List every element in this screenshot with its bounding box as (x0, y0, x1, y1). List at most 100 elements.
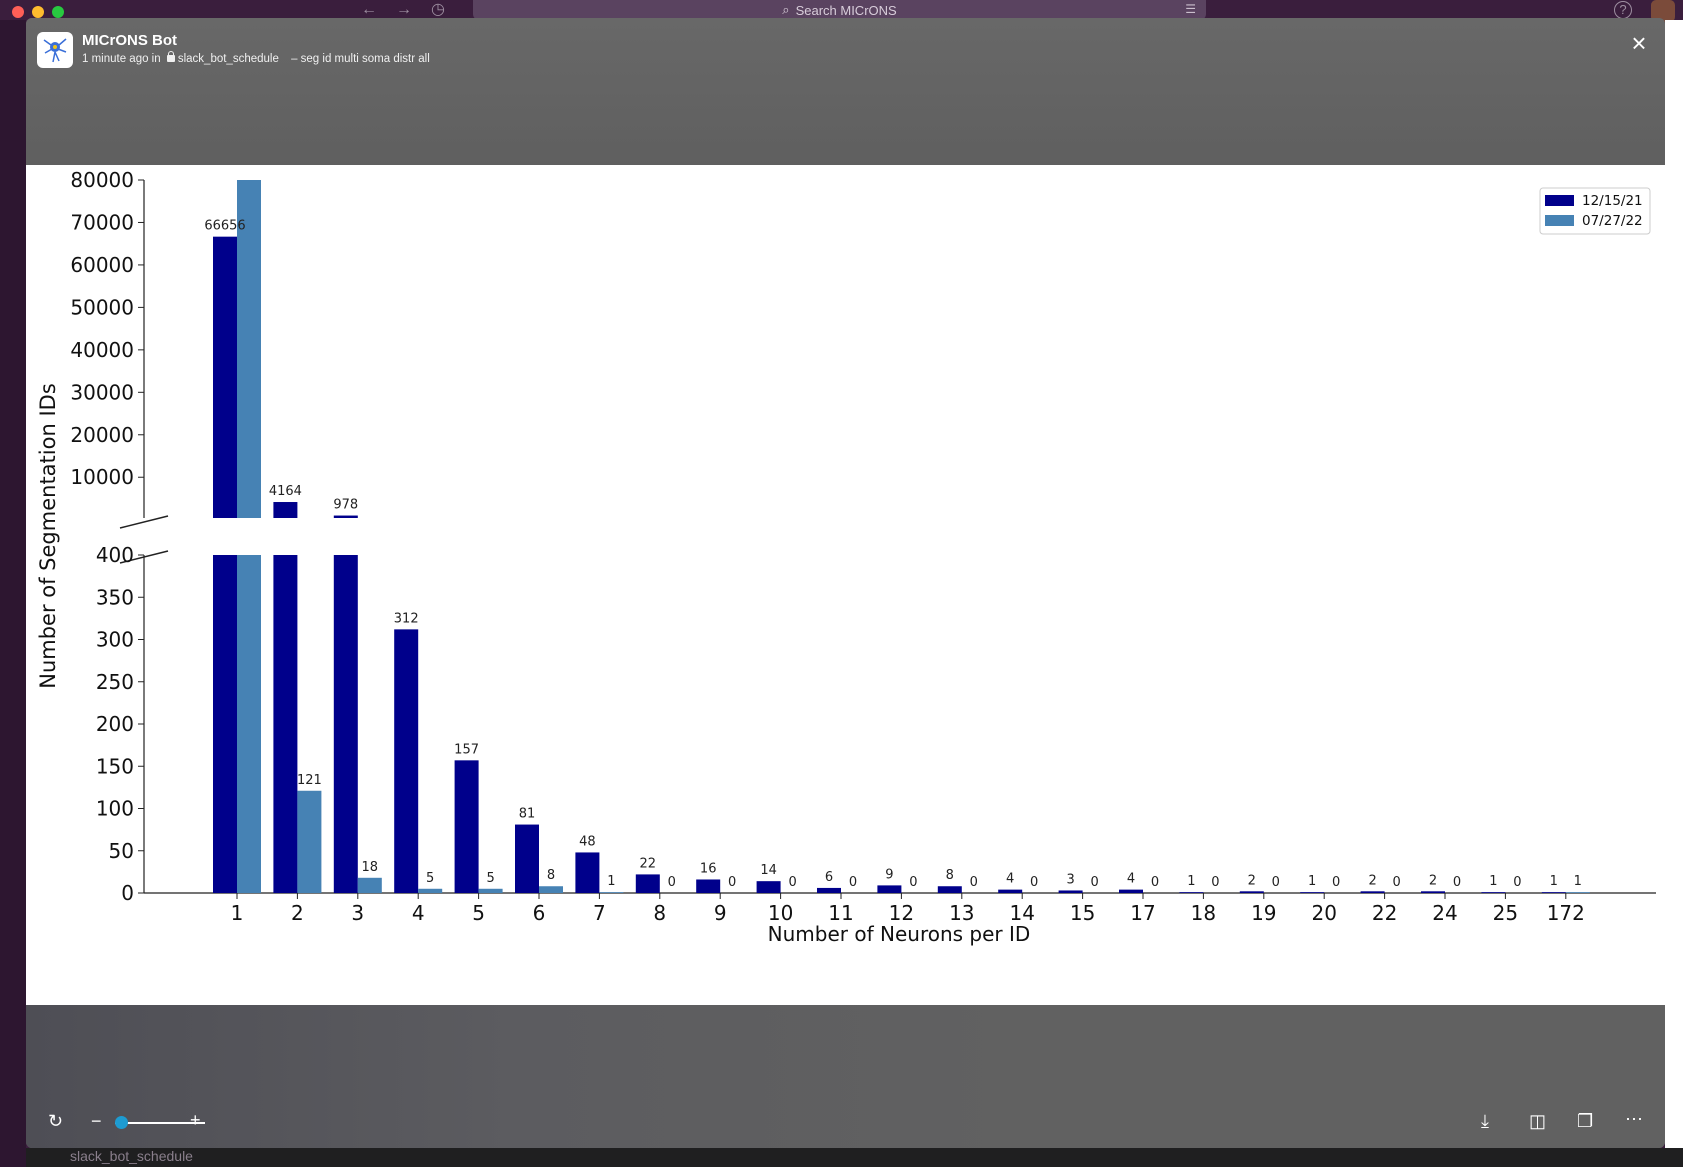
bar-value-label: 4 (1006, 872, 1014, 887)
bar-value-label: 8 (547, 868, 555, 883)
background-channel-label: slack_bot_schedule (70, 1148, 193, 1164)
bar-2-lower (357, 877, 382, 893)
x-axis-label: Number of Neurons per ID (768, 922, 1031, 946)
chart-image: 10000 20000 30000 40000 50000 60000 70000 80000… (26, 165, 1665, 1005)
x-tick-label: 19 (1251, 901, 1276, 925)
bar-value-label: 1 (1550, 874, 1558, 889)
bot-name[interactable]: MICrONS Bot (82, 32, 177, 49)
legend-swatch-2 (1545, 215, 1574, 226)
y-tick-label-lower: 150 (96, 754, 134, 778)
download-icon[interactable]: ⤓ (1481, 1111, 1489, 1131)
close-button[interactable]: × (1631, 28, 1647, 58)
back-arrow-icon[interactable]: ← (361, 1, 377, 18)
bar-2-lower (1565, 892, 1590, 893)
bar-value-label: 5 (426, 871, 434, 886)
window-close-button[interactable] (12, 6, 24, 18)
sidebar-toggle-icon[interactable]: ◫ (1529, 1111, 1547, 1131)
x-tick-label: 9 (714, 901, 727, 925)
axis-break-mark-upper (119, 515, 169, 529)
bar-value-label: 0 (1090, 875, 1098, 890)
bar-1-lower (1421, 891, 1445, 893)
window-maximize-button[interactable] (52, 6, 64, 18)
bar-1-lower (817, 887, 841, 893)
bar-value-label: 14 (760, 863, 777, 878)
bar-1-lower (756, 881, 781, 893)
bar-value-label: 0 (970, 875, 978, 890)
bar-1-lower (575, 852, 600, 893)
bar-1-lower (877, 885, 902, 893)
bar-value-label: 0 (788, 875, 796, 890)
y-tick-label-lower: 200 (96, 712, 134, 736)
y-tick-label-upper: 40000 (70, 338, 134, 362)
bar-1-lower (1541, 892, 1566, 893)
image-preview-modal: MICrONS Bot 1 minute ago in slack_bot_sc… (26, 18, 1665, 1148)
bar-1-lower (273, 555, 298, 893)
x-tick-label: 15 (1070, 901, 1095, 925)
y-tick-label-upper: 80000 (70, 168, 134, 192)
x-tick-label: 5 (472, 901, 485, 925)
message-meta: 1 minute ago in slack_bot_schedule – seg… (82, 51, 433, 65)
bar-1-upper (213, 236, 237, 518)
bar-value-label: 0 (849, 875, 857, 890)
bar-1-lower (937, 886, 962, 893)
x-tick-label: 11 (828, 901, 853, 925)
x-tick-label: 3 (351, 901, 364, 925)
bar-value-label: 2 (1429, 873, 1437, 888)
file-title: – seg id multi soma distr all (291, 53, 430, 65)
zoom-slider-knob[interactable] (115, 1116, 128, 1129)
bar-value-label: 8 (946, 868, 954, 883)
history-clock-icon[interactable]: ◷ (431, 1, 445, 18)
bar-value-label: 22 (640, 856, 657, 871)
bar-1-lower (1239, 891, 1264, 893)
x-tick-label: 6 (533, 901, 546, 925)
channel-link[interactable]: slack_bot_schedule (177, 53, 279, 65)
x-tick-label: 8 (653, 901, 666, 925)
open-in-new-window-icon[interactable]: ❐ (1577, 1111, 1594, 1131)
bar-1-lower (454, 760, 479, 893)
x-tick-label: 172 (1547, 901, 1585, 925)
bar-1-lower (635, 874, 660, 893)
x-tick-label: 24 (1432, 901, 1457, 925)
search-bar[interactable]: ⌕ Search MICrONS ☰ (473, 0, 1206, 20)
bar-1-upper (273, 502, 298, 518)
bar-value-label: 1 (1187, 874, 1195, 889)
x-tick-label: 4 (412, 901, 425, 925)
bot-avatar[interactable] (37, 32, 73, 68)
bar-value-label: 1 (1574, 874, 1582, 889)
y-tick-label-lower: 350 (96, 585, 134, 609)
x-tick-label: 22 (1372, 901, 1397, 925)
bar-2-lower (237, 555, 261, 893)
workspace-sidebar (0, 20, 26, 1167)
bar-value-label: 1 (1308, 874, 1316, 889)
user-avatar[interactable] (1651, 0, 1675, 22)
bar-value-label: 0 (1272, 875, 1280, 890)
bar-value-label: 6 (825, 870, 833, 885)
bar-1-lower (1119, 889, 1143, 893)
legend: 12/15/21 07/27/22 (1539, 187, 1651, 235)
bar-1-lower (696, 879, 721, 893)
bar-value-label: 3 (1066, 872, 1074, 887)
help-icon[interactable]: ? (1614, 1, 1632, 19)
bar-value-label: 0 (668, 875, 676, 890)
more-options-icon[interactable]: ⋯ (1625, 1109, 1643, 1129)
bar-value-label: 0 (1332, 875, 1340, 890)
bar-value-label: 1 (607, 874, 615, 889)
zoom-out-icon[interactable]: − (91, 1111, 102, 1131)
window-minimize-button[interactable] (32, 6, 44, 18)
legend-label-1: 12/15/21 (1582, 193, 1643, 209)
bot-logo-icon (43, 38, 67, 63)
zoom-in-icon[interactable]: + (190, 1110, 201, 1130)
bar-value-label: 0 (1392, 875, 1400, 890)
bar-1-lower (1058, 890, 1083, 893)
forward-arrow-icon[interactable]: → (396, 1, 412, 18)
bar-value-label: 4164 (269, 484, 302, 499)
background-channel-bar (26, 1148, 1683, 1167)
y-tick-label-upper: 30000 (70, 380, 134, 404)
x-tick-label: 12 (889, 901, 914, 925)
bar-1-lower (1300, 892, 1325, 893)
rotate-icon[interactable]: ↻ (48, 1111, 64, 1131)
y-axis-label: Number of Segmentation IDs (36, 383, 60, 689)
search-filter-icon[interactable]: ☰ (1185, 2, 1196, 16)
x-tick-label: 1 (231, 901, 244, 925)
zoom-slider[interactable] (115, 1122, 205, 1124)
